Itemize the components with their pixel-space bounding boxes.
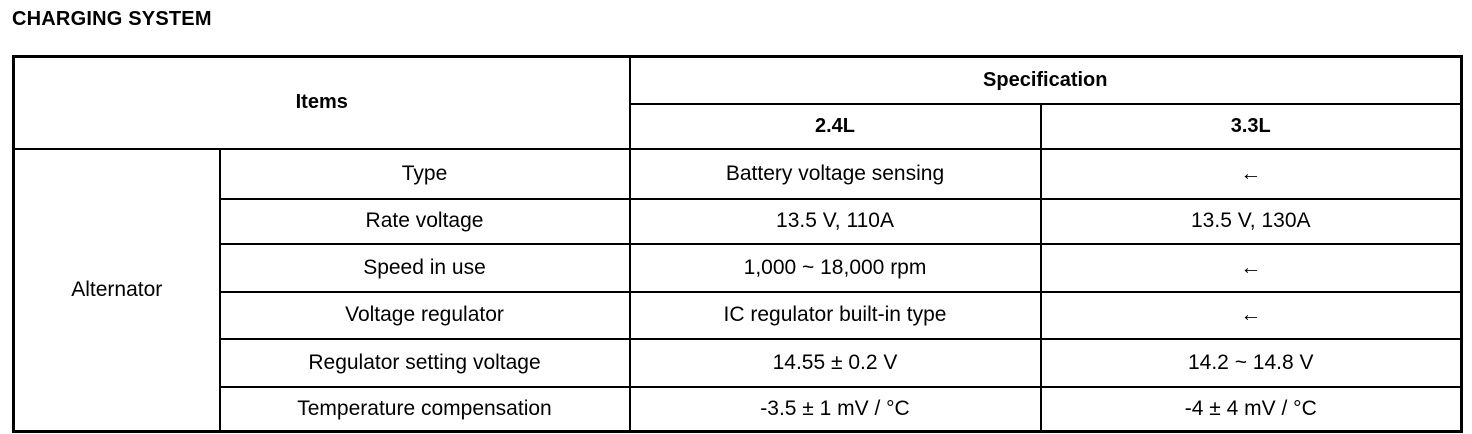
value-3-3l: 13.5 V, 130A (1039, 197, 1463, 245)
table-row: Alternator Type Battery voltage sensing … (12, 147, 1463, 433)
value-3-3l: ← (1039, 242, 1463, 293)
charging-system-table: Items Specification 2.4L 3.3L Alternator… (12, 55, 1464, 433)
header-specification: Specification (628, 55, 1463, 105)
table-row: Speed in use 1,000 ~ 18,000 rpm ← (14, 242, 1463, 293)
table-row: Regulator setting voltage 14.55 ± 0.2 V … (14, 337, 1463, 388)
header-items: Items (12, 55, 631, 150)
group-alternator: Alternator (12, 147, 221, 433)
item-cell: Regulator setting voltage (218, 337, 631, 388)
table-row: Temperature compensation -3.5 ± 1 mV / °… (14, 385, 1463, 433)
value-2-4l: 13.5 V, 110A (628, 197, 1042, 245)
header-2-4l: 2.4L (628, 102, 1042, 150)
value-2-4l: 14.55 ± 0.2 V (628, 337, 1042, 388)
value-3-3l: -4 ± 4 mV / °C (1039, 385, 1463, 433)
value-3-3l: ← (1039, 147, 1463, 200)
table-row: Voltage regulator IC regulator built-in … (14, 290, 1463, 340)
item-cell: Voltage regulator (218, 290, 631, 340)
section-title: CHARGING SYSTEM (12, 8, 212, 30)
value-2-4l: 1,000 ~ 18,000 rpm (628, 242, 1042, 293)
value-3-3l: 14.2 ~ 14.8 V (1039, 337, 1463, 388)
header-3-3l: 3.3L (1039, 102, 1463, 150)
item-cell: Rate voltage (218, 197, 631, 245)
value-2-4l: -3.5 ± 1 mV / °C (628, 385, 1042, 433)
table-row: Rate voltage 13.5 V, 110A 13.5 V, 130A (14, 197, 1463, 245)
value-2-4l: IC regulator built-in type (628, 290, 1042, 340)
item-cell: Speed in use (218, 242, 631, 293)
item-cell: Type (218, 147, 631, 200)
value-2-4l: Battery voltage sensing (628, 147, 1042, 200)
item-cell: Temperature compensation (218, 385, 631, 433)
value-3-3l: ← (1039, 290, 1463, 340)
